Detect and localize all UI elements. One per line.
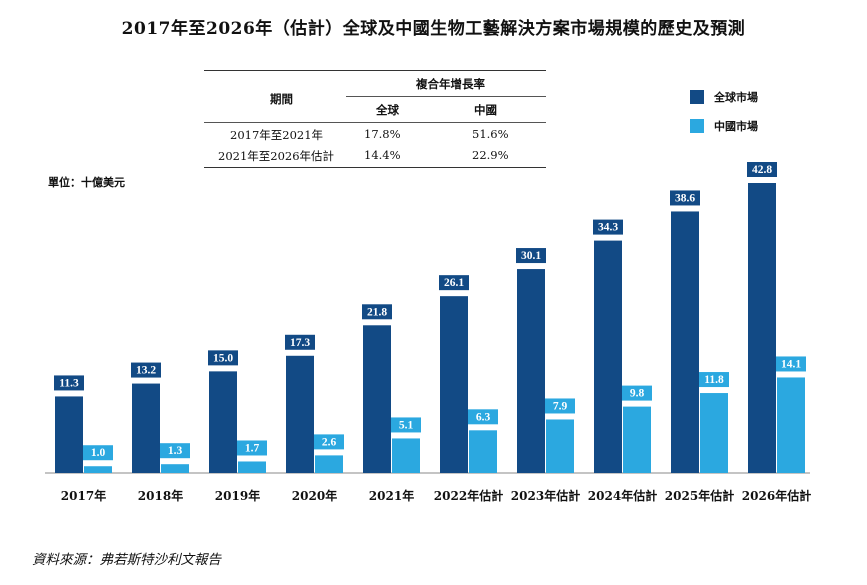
data-label-china: 7.9: [553, 400, 568, 412]
x-tick-label: 2023年估計: [511, 488, 580, 503]
data-label-china: 1.3: [168, 445, 183, 457]
table-row-period: 2017年至2021年: [230, 128, 324, 142]
x-tick-label: 2026年估計: [742, 488, 811, 503]
table-bottom-rule: [204, 167, 546, 168]
data-label-china: 1.0: [91, 447, 106, 459]
x-tick-label: 2017年: [61, 488, 106, 503]
data-label-global: 30.1: [521, 250, 541, 262]
data-label-china-box: [160, 443, 190, 459]
data-label-china-box: [699, 372, 729, 388]
data-label-global-box: [593, 219, 623, 235]
data-label-global: 21.8: [367, 306, 387, 318]
table-period-header: 期間: [270, 92, 293, 106]
data-label-global-box: [131, 362, 161, 378]
data-label-global-box: [670, 190, 700, 206]
data-label-global: 17.3: [290, 337, 310, 349]
bar-global: [517, 269, 545, 473]
table-row-global: 14.4%: [364, 148, 401, 162]
table-row-global: 17.8%: [364, 127, 401, 141]
table-sub-rule: [346, 96, 546, 97]
table-mid-rule: [204, 122, 546, 123]
bar-global: [363, 325, 391, 473]
legend-item-global: 全球市場: [690, 88, 758, 106]
data-label-global-box: [516, 248, 546, 264]
bar-china: [315, 455, 343, 473]
table-global-header: 全球: [376, 103, 399, 117]
x-tick-label: 2022年估計: [434, 488, 503, 503]
data-label-china: 9.8: [630, 388, 645, 400]
data-label-global-box: [285, 334, 315, 350]
bar-global: [209, 371, 237, 473]
bar-global: [55, 396, 83, 473]
bar-china: [84, 466, 112, 473]
x-tick-label: 2024年估計: [588, 488, 657, 503]
data-label-global-box: [208, 350, 238, 366]
x-tick-label: 2025年估計: [665, 488, 734, 503]
data-label-china-box: [776, 356, 806, 372]
data-label-china-box: [545, 398, 575, 414]
table-row-period: 2021年至2026年估計: [218, 149, 335, 163]
bar-global: [286, 355, 314, 473]
data-label-global-box: [747, 162, 777, 177]
data-label-global: 11.3: [59, 377, 79, 389]
data-label-china-box: [237, 440, 267, 456]
bar-china: [161, 464, 189, 473]
data-label-china-box: [391, 417, 421, 433]
data-label-global: 26.1: [444, 277, 464, 289]
source-note: 資料來源：弗若斯特沙利文報告: [32, 552, 221, 568]
data-label-global-box: [54, 375, 84, 391]
bar-global: [132, 383, 160, 473]
data-label-global: 34.3: [598, 222, 618, 234]
data-label-china: 6.3: [476, 411, 491, 423]
data-label-china: 11.8: [704, 374, 724, 386]
data-label-china-box: [314, 434, 344, 450]
bar-global: [748, 183, 776, 473]
table-cagr-header: 複合年增長率: [416, 77, 485, 91]
bar-china: [238, 461, 266, 473]
unit-label: 單位：十億美元: [48, 176, 125, 189]
data-label-china-box: [468, 409, 498, 425]
bar-global: [440, 296, 468, 473]
x-tick-label: 2020年: [292, 488, 337, 503]
legend-item-china: 中國市場: [690, 117, 758, 135]
legend-swatch-global: [690, 90, 704, 104]
bar-china: [700, 393, 728, 473]
data-label-global: 13.2: [136, 365, 156, 377]
bar-china: [546, 419, 574, 473]
table-row-china: 51.6%: [472, 127, 509, 141]
data-label-china: 1.7: [245, 442, 260, 454]
legend-label-global: 全球市場: [714, 91, 758, 104]
table-top-rule: [204, 70, 546, 71]
chart-title: 2017年至2026年（估計）全球及中國生物工藝解決方案市場規模的歷史及預測: [121, 19, 746, 39]
data-label-china-box: [83, 445, 113, 461]
table-china-header: 中國: [474, 103, 497, 117]
data-label-global-box: [439, 275, 469, 291]
bar-china: [623, 406, 651, 473]
data-label-global-box: [362, 304, 392, 320]
data-label-global: 38.6: [675, 192, 695, 204]
x-tick-label: 2019年: [215, 488, 260, 503]
x-tick-label: 2018年: [138, 488, 183, 503]
data-label-china-box: [622, 385, 652, 401]
bar-global: [671, 211, 699, 473]
x-tick-label: 2021年: [369, 488, 414, 503]
legend-label-china: 中國市場: [714, 120, 758, 133]
data-label-global: 42.8: [752, 164, 772, 176]
bar-china: [777, 377, 805, 473]
data-label-global: 15.0: [213, 352, 233, 364]
bar-china: [392, 438, 420, 473]
data-label-china: 5.1: [399, 419, 414, 431]
data-label-china: 14.1: [781, 358, 801, 370]
legend-swatch-china: [690, 119, 704, 133]
legend: 全球市場 中國市場: [690, 88, 758, 146]
bar-china: [469, 430, 497, 473]
bar-global: [594, 240, 622, 473]
data-label-china: 2.6: [322, 436, 337, 448]
table-row-china: 22.9%: [472, 148, 509, 162]
